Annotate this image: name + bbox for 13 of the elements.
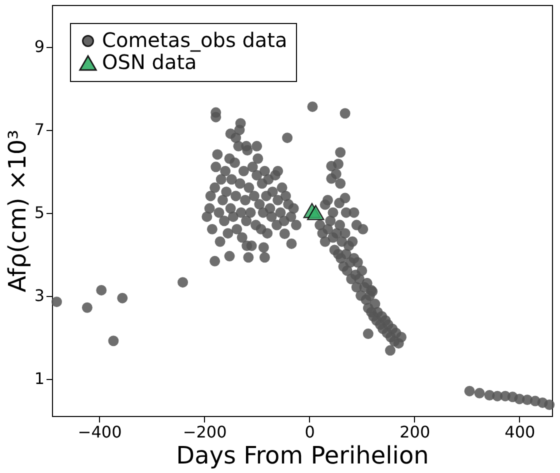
- y-tick-label: 9: [34, 37, 44, 56]
- x-tick-label: 0: [304, 422, 315, 442]
- x-tick-label: 200: [400, 422, 430, 442]
- x-tick-label: −200: [182, 422, 227, 442]
- x-tick-label: −400: [78, 422, 122, 442]
- y-tick-label: 1: [34, 369, 44, 388]
- y-tick-label: 7: [34, 120, 44, 140]
- y-tick-label: 3: [34, 286, 44, 306]
- y-axis-title: Afρ(cm) ×10³: [3, 130, 32, 292]
- x-axis-title: Days From Perihelion: [176, 442, 429, 470]
- x-tick-label: 400: [504, 422, 536, 442]
- y-tick-label: 5: [34, 203, 44, 222]
- legend-label: Cometas_obs data: [102, 28, 288, 52]
